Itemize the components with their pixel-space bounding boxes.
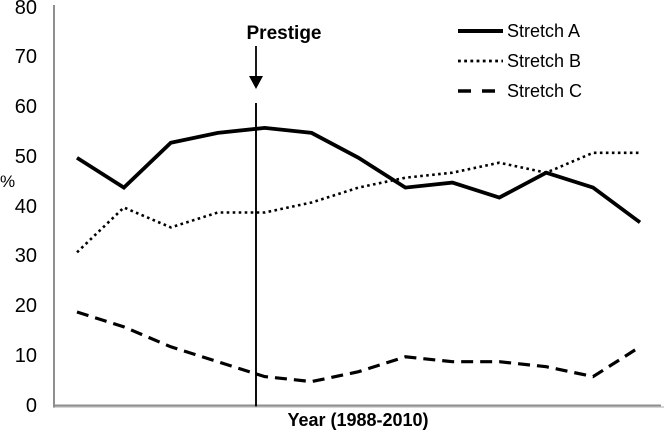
legend: Stretch A Stretch B Stretch C (458, 16, 582, 106)
series-line-solid (75, 125, 642, 224)
legend-label: Stretch A (507, 20, 581, 41)
y-tick-label: 10 (14, 344, 37, 367)
y-tick-label: 40 (14, 195, 37, 218)
legend-swatch-dashed-line-icon (458, 89, 503, 93)
series-line-dotted (76, 151, 640, 254)
y-tick-label: 60 (14, 96, 37, 118)
legend-item: Stretch A (458, 16, 582, 46)
y-tick-label: 20 (14, 295, 37, 317)
y-tick-label: 80 (14, 0, 37, 19)
series-line-dashed (76, 310, 641, 384)
annotation-arrow-head (248, 76, 263, 89)
legend-item: Stretch C (458, 76, 582, 106)
x-axis-label: Year (1988-2010) (287, 410, 429, 430)
legend-label: Stretch C (507, 80, 583, 101)
y-tick-label: 70 (14, 46, 37, 69)
y-tick-label: 50 (14, 145, 37, 168)
legend-item: Stretch B (458, 46, 582, 76)
y-tick-label: 30 (14, 245, 37, 268)
annotation-label: Prestige (246, 23, 322, 44)
legend-swatch-dotted-line-icon (458, 59, 503, 63)
legend-swatch-solid-line-icon (458, 29, 503, 33)
y-axis-label: % (0, 172, 16, 191)
y-tick-label: 0 (25, 394, 37, 417)
legend-label: Stretch B (507, 50, 582, 71)
